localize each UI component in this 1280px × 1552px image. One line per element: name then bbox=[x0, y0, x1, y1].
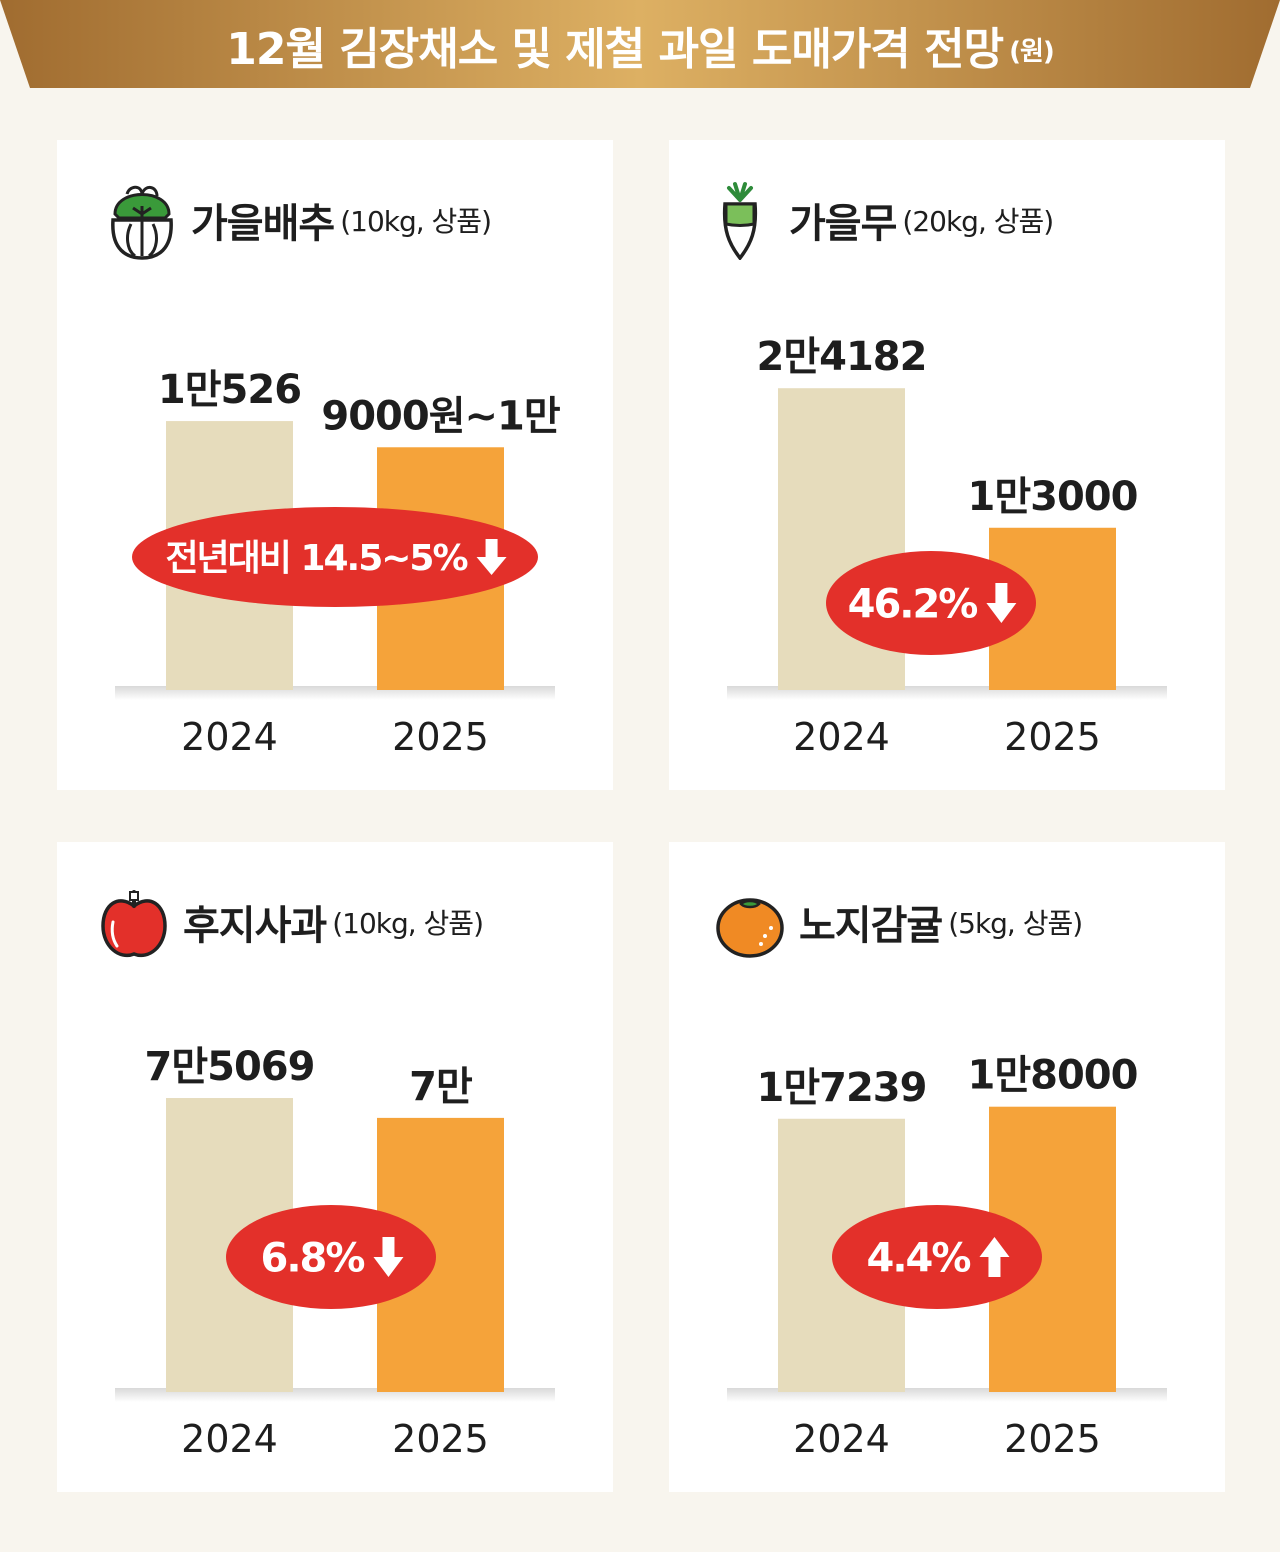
bar-chart: 1만7239 2024 1만8000 2025 4.4% bbox=[727, 1053, 1167, 1461]
panel-radish: 가을무 (20kg, 상품) 2만4182 2024 1만3000 2025 46.2% bbox=[669, 140, 1225, 790]
panel-apple: 후지사과 (10kg, 상품) 7만5069 2024 7만 2025 6.8% bbox=[57, 842, 613, 1492]
item-name: 노지감귤 bbox=[799, 903, 943, 949]
radish-icon bbox=[722, 182, 758, 260]
change-badge: 46.2% bbox=[826, 551, 1036, 655]
data-label: 9000원~1만 bbox=[321, 393, 560, 439]
data-label: 1만526 bbox=[158, 367, 301, 413]
item-spec: (10kg, 상품) bbox=[340, 205, 492, 238]
page-title-unit: (원) bbox=[1009, 36, 1055, 67]
data-label: 1만7239 bbox=[757, 1065, 927, 1111]
x-tick-label: 2025 bbox=[1004, 1417, 1101, 1461]
panel-tangerine: 노지감귤 (5kg, 상품) 1만7239 2024 1만8000 2025 4.4% bbox=[669, 842, 1225, 1492]
change-badge-text: 4.4% bbox=[867, 1235, 971, 1281]
x-tick-label: 2025 bbox=[392, 1417, 489, 1461]
x-tick-label: 2024 bbox=[181, 1417, 278, 1461]
banner-background bbox=[0, 0, 1280, 88]
item-name: 후지사과 bbox=[183, 903, 327, 949]
change-badge-text: 46.2% bbox=[848, 581, 978, 627]
item-name: 가을배추 bbox=[191, 201, 335, 247]
item-spec: (10kg, 상품) bbox=[332, 907, 484, 940]
x-tick-label: 2024 bbox=[793, 1417, 890, 1461]
panel-header: 가을배추 (10kg, 상품) bbox=[107, 180, 492, 260]
panel-napa-cabbage: 가을배추 (10kg, 상품) 1만526 2024 9000원~1만 2025 전년대… bbox=[57, 140, 613, 790]
arrow-up-icon bbox=[979, 1237, 1010, 1277]
x-tick-label: 2025 bbox=[392, 715, 489, 759]
change-badge-text: 6.8% bbox=[261, 1235, 365, 1281]
change-badge: 4.4% bbox=[832, 1205, 1042, 1309]
bar-chart: 7만5069 2024 7만 2025 6.8% bbox=[115, 1044, 555, 1461]
page-title: 12월 김장채소 및 제철 과일 도매가격 전망 bbox=[226, 24, 1004, 75]
arrow-down-icon bbox=[986, 583, 1017, 623]
data-label: 7만5069 bbox=[145, 1044, 315, 1090]
panel-header: 노지감귤 (5kg, 상품) bbox=[715, 882, 1083, 962]
data-label: 2만4182 bbox=[757, 334, 927, 380]
arrow-down-icon bbox=[373, 1237, 404, 1277]
data-label: 1만3000 bbox=[968, 474, 1138, 520]
bar-chart: 1만526 2024 9000원~1만 2025 전년대비 14.5~5% bbox=[115, 367, 562, 759]
item-spec: (20kg, 상품) bbox=[902, 205, 1054, 238]
data-label: 1만8000 bbox=[968, 1053, 1138, 1099]
panel-header: 후지사과 (10kg, 상품) bbox=[99, 882, 484, 962]
napa-cabbage-icon bbox=[111, 185, 173, 260]
x-tick-label: 2025 bbox=[1004, 715, 1101, 759]
tangerine-icon bbox=[716, 898, 784, 958]
change-badge: 6.8% bbox=[226, 1205, 436, 1309]
title-banner: 12월 김장채소 및 제철 과일 도매가격 전망 (원) bbox=[0, 0, 1280, 90]
item-spec: (5kg, 상품) bbox=[948, 907, 1083, 940]
change-badge-text: 전년대비 14.5~5% bbox=[165, 538, 467, 579]
panel-header: 가을무 (20kg, 상품) bbox=[705, 180, 1054, 260]
x-tick-label: 2024 bbox=[181, 715, 278, 759]
item-name: 가을무 bbox=[789, 201, 897, 247]
change-badge: 전년대비 14.5~5% bbox=[132, 507, 538, 607]
data-label: 7만 bbox=[409, 1064, 473, 1110]
x-tick-label: 2024 bbox=[793, 715, 890, 759]
bar-chart: 2만4182 2024 1만3000 2025 46.2% bbox=[727, 334, 1167, 759]
apple-icon bbox=[101, 890, 167, 958]
arrow-down-icon bbox=[476, 539, 507, 575]
